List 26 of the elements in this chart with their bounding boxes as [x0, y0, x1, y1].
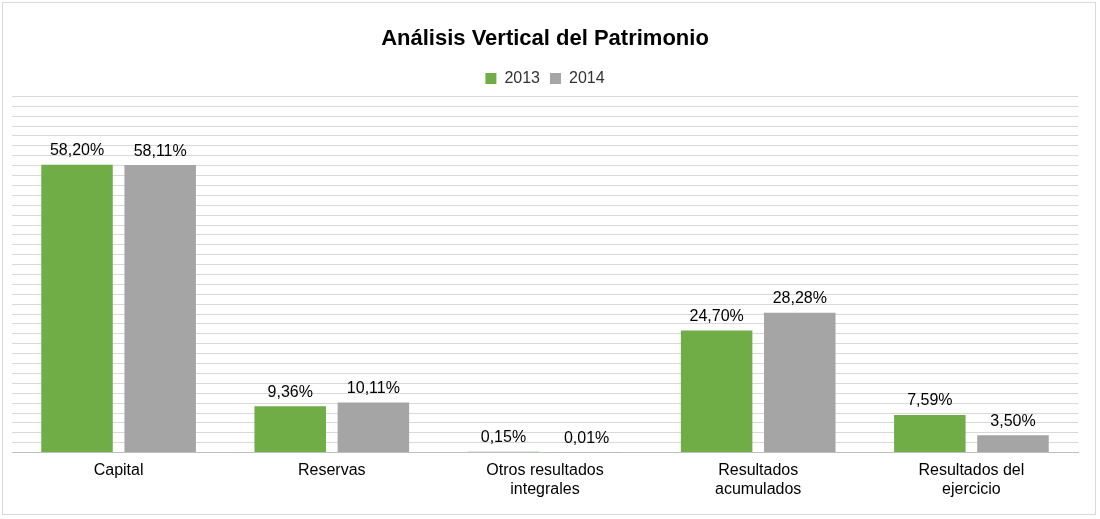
- data-label: 7,59%: [907, 391, 953, 409]
- data-label: 0,01%: [563, 428, 610, 446]
- x-tick-label: Reservas: [298, 460, 366, 478]
- bar: [894, 415, 966, 453]
- bar: [254, 406, 326, 453]
- bar: [337, 402, 410, 453]
- data-label: 9,36%: [267, 382, 313, 400]
- legend-label: 2014: [569, 68, 605, 86]
- legend-label: 2013: [504, 68, 541, 86]
- chart-title: Análisis Vertical del Patrimonio: [381, 25, 709, 51]
- data-label: 10,11%: [346, 378, 400, 396]
- bar: [41, 164, 113, 453]
- x-tick-label: Otros resultados integrales: [486, 460, 604, 497]
- bar: [764, 312, 836, 453]
- x-tick-label: Resultados del ejercicio: [918, 460, 1025, 497]
- bar: [680, 330, 753, 453]
- data-label: 58,11%: [133, 141, 187, 159]
- data-label: 3,50%: [990, 411, 1036, 429]
- x-tick-label: Resultados acumulados: [715, 460, 802, 497]
- x-tick-label: Capital: [93, 460, 144, 478]
- bar: [124, 165, 196, 453]
- bar: [977, 435, 1049, 453]
- data-label: 0,15%: [480, 428, 527, 446]
- data-label: 28,28%: [772, 289, 827, 307]
- data-label: 58,20%: [49, 141, 105, 159]
- data-label: 24,70%: [689, 306, 744, 324]
